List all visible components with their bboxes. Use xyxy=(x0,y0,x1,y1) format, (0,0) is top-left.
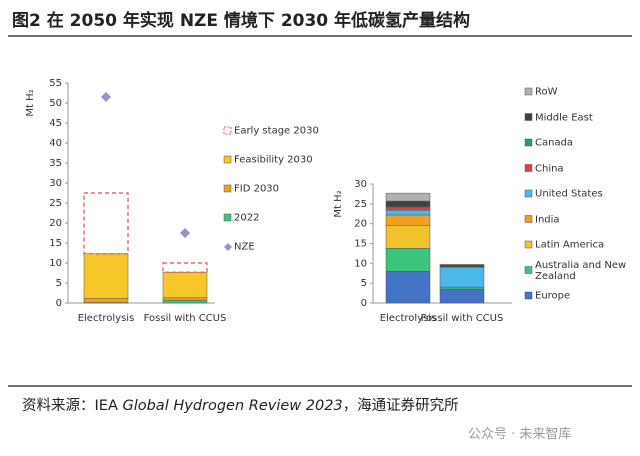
bar-segment xyxy=(385,192,431,202)
x-tick-label: Fossil with CCUS xyxy=(144,313,227,324)
bar-segment xyxy=(83,192,129,255)
legend-label: Latin America xyxy=(535,239,605,251)
source-italic: Global Hydrogen Review 2023 xyxy=(122,398,343,414)
bar-segment xyxy=(439,288,485,304)
y-tick-label: 20 xyxy=(49,218,62,229)
legend-label: RoW xyxy=(535,86,558,98)
legend-label: China xyxy=(535,163,564,174)
y-tick-label: 0 xyxy=(56,298,62,309)
bar-segment xyxy=(162,262,208,273)
y-tick-label: 30 xyxy=(354,179,367,190)
bar-segment xyxy=(385,207,431,211)
legend-label: Canada xyxy=(535,137,574,149)
y-tick-label: 10 xyxy=(354,258,367,269)
y-tick-label: 25 xyxy=(49,198,62,209)
nze-marker xyxy=(101,92,111,102)
bar-segment xyxy=(162,271,208,299)
legend-swatch xyxy=(223,126,232,135)
y-tick-label: 15 xyxy=(49,238,62,249)
y-tick-label: 50 xyxy=(49,98,62,109)
legend-label: Early stage 2030 xyxy=(234,125,319,137)
legend-swatch xyxy=(223,184,232,193)
source-prefix: 资料来源：IEA xyxy=(22,398,123,414)
legend-label: 2022 xyxy=(234,212,260,224)
legend-swatch xyxy=(524,113,533,121)
bar-segment xyxy=(83,253,129,299)
bar-segment xyxy=(385,248,431,272)
y-tick-label: 5 xyxy=(56,278,62,289)
bar-segment xyxy=(385,225,431,249)
y-tick-label: 0 xyxy=(361,298,367,309)
source: 资料来源：IEA Global Hydrogen Review 2023，海通证… xyxy=(22,394,459,415)
x-tick-label: Electrolysis xyxy=(78,313,135,324)
bar-segment xyxy=(83,298,129,303)
legend-label: Europe xyxy=(535,290,571,302)
legend-swatch xyxy=(524,215,533,223)
x-tick-label: Fossil with CCUS xyxy=(421,313,504,324)
legend-swatch xyxy=(524,164,533,172)
y-tick-label: 20 xyxy=(354,219,367,230)
source-suffix: ，海通证券研究所 xyxy=(342,398,459,414)
y-tick-label: 45 xyxy=(49,118,62,129)
y-tick-label: 25 xyxy=(354,199,367,210)
nze-marker xyxy=(180,228,190,238)
bar-segment xyxy=(385,209,431,216)
legend-label: India xyxy=(535,214,560,225)
figure-title: 图2 在 2050 年实现 NZE 情境下 2030 年低碳氢产量结构 xyxy=(12,11,471,31)
legend-swatch xyxy=(223,155,232,164)
y-axis-label: Mt H₂ xyxy=(25,89,36,116)
legend-label: United States xyxy=(535,188,603,200)
y-axis-label: Mt H₂ xyxy=(333,190,344,217)
bar-segment xyxy=(439,286,485,290)
y-tick-label: 5 xyxy=(361,278,367,289)
bar-segment xyxy=(162,299,208,304)
watermark: 公众号 · 未来智库 xyxy=(468,427,572,442)
legend-swatch xyxy=(224,243,232,251)
legend-swatch xyxy=(524,87,533,96)
y-tick-label: 35 xyxy=(49,158,62,169)
bar-segment xyxy=(385,214,431,226)
legend-label: FID 2030 xyxy=(234,183,280,195)
y-tick-label: 30 xyxy=(49,178,62,189)
legend-swatch xyxy=(524,240,533,249)
y-tick-label: 10 xyxy=(49,258,62,269)
bar-segment xyxy=(385,200,431,207)
legend-swatch xyxy=(524,291,533,300)
bar-segment xyxy=(385,271,431,304)
bar-segment xyxy=(162,297,208,301)
legend-label: Feasibility 2030 xyxy=(234,154,313,166)
legend-swatch xyxy=(524,189,533,198)
y-tick-label: 40 xyxy=(49,138,62,149)
y-tick-label: 55 xyxy=(49,78,62,89)
bar-segment xyxy=(439,267,485,288)
x-tick-label: Electrolysis xyxy=(380,313,437,324)
legend-swatch xyxy=(223,213,232,222)
legend-label: NZE xyxy=(234,241,255,253)
legend-label: Middle East xyxy=(535,112,593,123)
legend-label: Australia and New Zealand xyxy=(535,259,627,282)
bar-segment xyxy=(439,264,485,267)
y-tick-label: 15 xyxy=(354,239,367,250)
legend-swatch xyxy=(524,266,533,274)
legend-swatch xyxy=(524,138,533,147)
